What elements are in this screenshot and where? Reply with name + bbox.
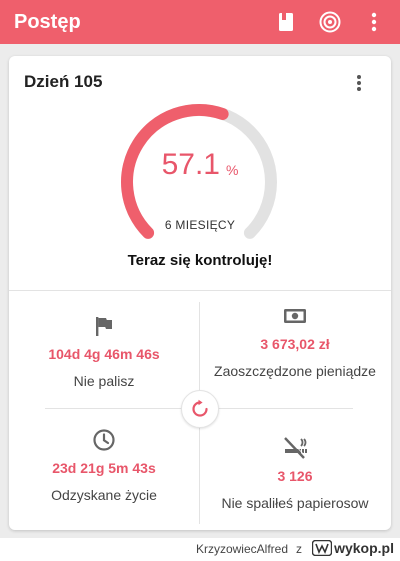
stat-value: 3 673,02 zł xyxy=(260,336,330,352)
progress-value: 57.1 xyxy=(161,148,220,181)
status-message: Teraz się kontroluję! xyxy=(127,252,273,269)
stat-money-saved: 3 673,02 zł Zaoszczędzone pieniądze xyxy=(200,302,390,380)
duration-label: 6 MIESIĘCY xyxy=(164,218,236,232)
stat-value: 104d 4g 46m 46s xyxy=(48,346,160,362)
watermark-username: KrzyzowiecAlfred xyxy=(195,542,288,556)
stat-label: Zaoszczędzone pieniądze xyxy=(214,363,376,379)
diary-icon[interactable] xyxy=(274,10,298,34)
progress-unit: % xyxy=(225,161,239,178)
reset-icon xyxy=(192,399,208,417)
wykop-logo-text: wykop.pl xyxy=(334,540,394,556)
card-menu-icon[interactable] xyxy=(349,72,369,94)
progress-card: Dzień 105 57.1% 6 MIESIĘCY Teraz się kon… xyxy=(9,56,391,530)
stat-label: Nie palisz xyxy=(73,373,135,389)
watermark-connector: z xyxy=(296,542,302,556)
day-counter: Dzień 105 xyxy=(24,72,103,91)
app-title: Postęp xyxy=(14,10,81,33)
stat-not-smoked: 3 126 Nie spaliłeś papierosow xyxy=(200,434,390,512)
stat-label: Nie spaliłeś papierosow xyxy=(221,495,369,511)
clock-icon xyxy=(9,426,199,454)
stat-life-regained: 23d 21g 5m 43s Odzyskane życie xyxy=(9,426,199,504)
target-icon[interactable] xyxy=(318,10,342,34)
stat-value: 3 126 xyxy=(277,468,313,484)
gauge-fill xyxy=(121,104,229,239)
stat-value: 23d 21g 5m 43s xyxy=(52,460,156,476)
flag-icon xyxy=(9,312,199,340)
divider xyxy=(9,290,391,291)
money-icon xyxy=(200,302,390,330)
watermark-bar: KrzyzowiecAlfred z wykop.pl xyxy=(0,538,400,561)
overflow-menu-icon[interactable] xyxy=(362,10,386,34)
reset-button[interactable] xyxy=(181,390,219,428)
progress-percent: 57.1% xyxy=(9,148,391,182)
wykop-logo-icon xyxy=(312,540,333,556)
app-bar: Postęp xyxy=(0,0,400,44)
progress-gauge xyxy=(121,104,277,239)
no-smoking-icon xyxy=(200,434,390,462)
stat-smoke-free: 104d 4g 46m 46s Nie palisz xyxy=(9,312,199,390)
wykop-logo: wykop.pl xyxy=(312,540,394,556)
stat-label: Odzyskane życie xyxy=(51,487,157,503)
